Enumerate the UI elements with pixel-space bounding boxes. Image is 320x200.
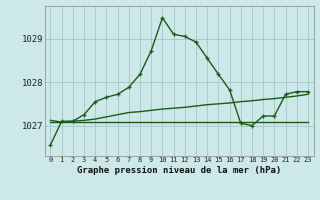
X-axis label: Graphe pression niveau de la mer (hPa): Graphe pression niveau de la mer (hPa) [77,166,281,175]
